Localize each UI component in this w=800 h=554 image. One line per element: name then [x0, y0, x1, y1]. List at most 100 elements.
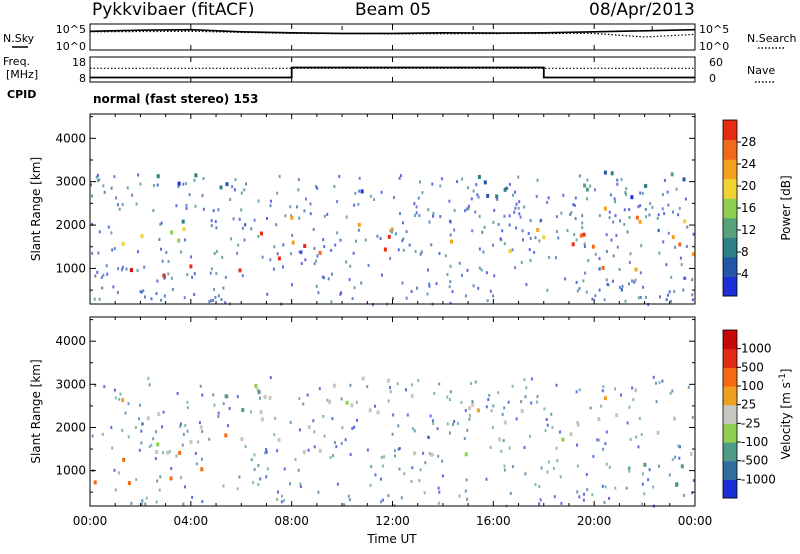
- velocity-cell: [139, 403, 142, 407]
- power-colorbar-swatch: [723, 217, 737, 238]
- power-cell: [316, 186, 319, 190]
- power-cell: [428, 282, 431, 286]
- velocity-cell: [605, 462, 608, 466]
- power-cell: [234, 188, 236, 192]
- velocity-cell: [431, 419, 434, 423]
- power-cell: [416, 286, 418, 290]
- power-cell: [667, 293, 669, 297]
- velocity-cell: [652, 375, 655, 379]
- velocity-cell: [539, 498, 542, 502]
- velocity-cell: [578, 388, 581, 392]
- velocity-cell: [691, 415, 694, 419]
- velocity-ylabel: Slant Range [km]: [29, 359, 43, 463]
- power-cell: [514, 266, 517, 270]
- power-cell: [181, 219, 185, 224]
- power-cell: [594, 188, 596, 192]
- power-cell: [478, 266, 481, 270]
- velocity-cell: [471, 400, 474, 403]
- power-cell: [250, 227, 253, 231]
- power-cell: [458, 261, 461, 265]
- velocity-cell: [603, 501, 606, 504]
- power-scatter: [90, 170, 695, 306]
- velocity-cell: [264, 451, 267, 455]
- velocity-cell: [366, 385, 369, 389]
- velocity-cell: [283, 499, 285, 503]
- x-tick-label: 20:00: [577, 514, 612, 528]
- velocity-cell: [569, 432, 573, 437]
- velocity-cell: [266, 467, 269, 471]
- power-cell: [426, 292, 429, 296]
- velocity-cell: [520, 409, 524, 414]
- power-cell: [202, 207, 205, 211]
- power-cell: [461, 273, 463, 277]
- power-cell: [628, 216, 631, 219]
- velocity-cell: [345, 400, 349, 405]
- velocity-cell: [150, 443, 153, 447]
- power-cell: [645, 215, 648, 219]
- power-cell: [677, 213, 680, 217]
- power-cell: [330, 248, 333, 252]
- power-cell: [389, 229, 392, 233]
- velocity-cell: [511, 384, 514, 388]
- freq-left-tick: 18: [72, 56, 86, 69]
- power-cell: [171, 287, 174, 291]
- power-cell: [610, 238, 613, 242]
- power-cell: [383, 247, 387, 252]
- power-cell: [623, 223, 626, 226]
- power-cell: [582, 232, 586, 237]
- velocity-cell: [600, 404, 603, 408]
- power-cell: [587, 259, 590, 263]
- power-cell: [574, 196, 577, 200]
- velocity-ytick-label: 3000: [55, 377, 86, 391]
- velocity-cell: [680, 464, 684, 469]
- power-cell: [448, 199, 451, 203]
- power-cell: [156, 183, 159, 187]
- power-cell: [115, 196, 118, 200]
- velocity-cell: [194, 451, 197, 455]
- power-cell: [432, 212, 435, 216]
- velocity-cell: [578, 495, 581, 499]
- power-cell: [517, 175, 520, 179]
- velocity-cell: [113, 388, 116, 392]
- velocity-cell: [257, 464, 260, 467]
- x-axis-label: Time UT: [366, 532, 417, 546]
- power-cell: [642, 285, 645, 289]
- velocity-cell: [503, 406, 506, 410]
- power-cell: [163, 294, 166, 298]
- power-cell: [240, 191, 243, 195]
- velocity-colorbar-tick: -100: [741, 435, 768, 449]
- power-cell: [451, 290, 454, 294]
- power-cell: [217, 294, 220, 298]
- power-cell: [183, 296, 186, 300]
- power-cell: [277, 256, 281, 261]
- power-cell: [413, 214, 416, 217]
- power-cell: [591, 244, 595, 249]
- power-cell: [557, 236, 560, 240]
- power-cell: [121, 203, 124, 206]
- velocity-cell: [497, 391, 500, 395]
- power-cell: [573, 204, 576, 207]
- power-cell: [156, 279, 159, 283]
- velocity-cell: [256, 387, 260, 392]
- power-cell: [156, 174, 160, 179]
- power-cell: [353, 286, 356, 290]
- velocity-cell: [424, 461, 427, 465]
- velocity-cell: [168, 450, 171, 454]
- power-cell: [167, 272, 170, 276]
- power-cell: [546, 288, 549, 292]
- power-cell: [667, 231, 670, 235]
- velocity-cell: [608, 465, 611, 469]
- power-cell: [380, 190, 383, 194]
- power-cell: [555, 230, 558, 233]
- power-cell: [236, 251, 239, 255]
- power-cell: [351, 297, 354, 300]
- velocity-cell: [507, 400, 510, 404]
- velocity-cell: [238, 475, 241, 479]
- velocity-cell: [635, 435, 638, 439]
- power-cell: [607, 283, 610, 287]
- power-cell: [352, 251, 355, 255]
- velocity-cell: [380, 455, 383, 459]
- velocity-cell: [648, 468, 651, 472]
- power-cell: [645, 295, 647, 299]
- power-cell: [353, 203, 356, 207]
